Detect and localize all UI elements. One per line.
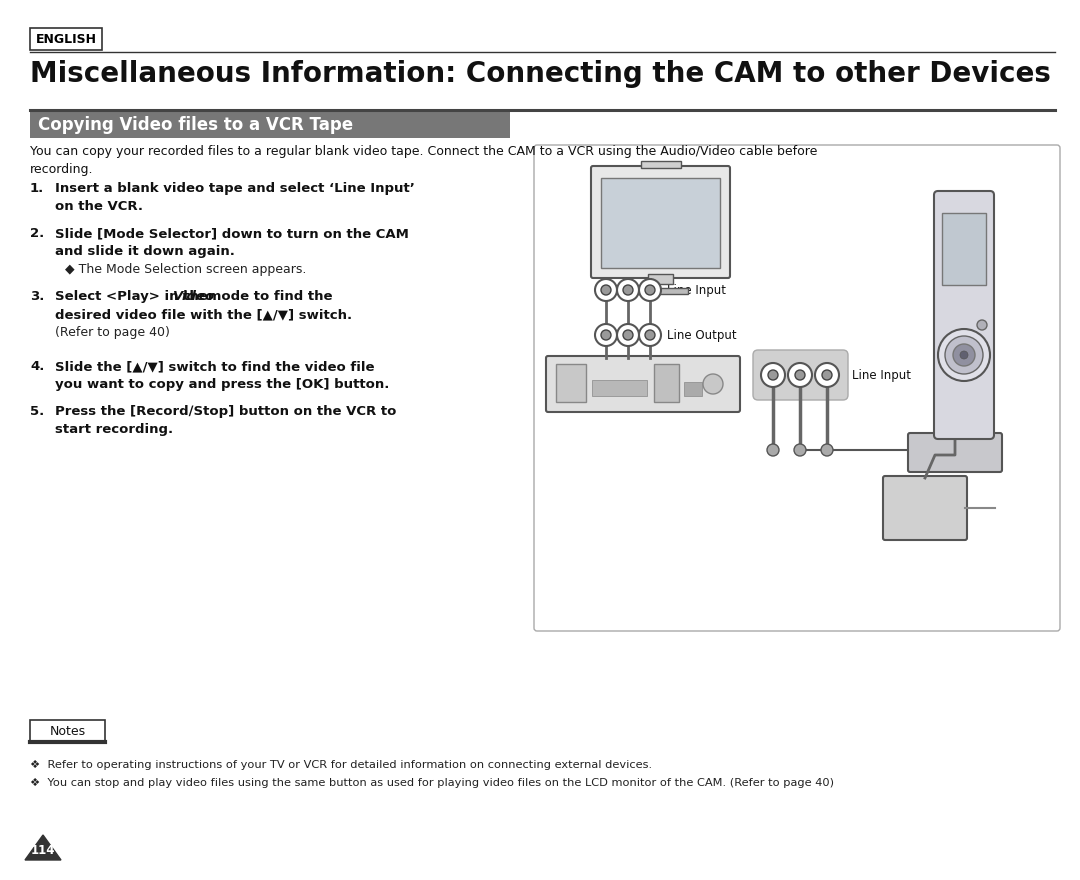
FancyBboxPatch shape — [591, 166, 730, 278]
Circle shape — [953, 344, 975, 366]
Text: Notes: Notes — [50, 724, 85, 737]
Text: ❖  Refer to operating instructions of your TV or VCR for detailed information on: ❖ Refer to operating instructions of you… — [30, 760, 652, 770]
Circle shape — [815, 363, 839, 387]
Text: Line Input: Line Input — [852, 369, 912, 382]
Circle shape — [600, 330, 611, 340]
Bar — [684, 382, 702, 396]
Circle shape — [794, 444, 806, 456]
Text: Miscellaneous Information: Connecting the CAM to other Devices: Miscellaneous Information: Connecting th… — [30, 60, 1051, 88]
Circle shape — [788, 363, 812, 387]
Text: (Refer to page 40): (Refer to page 40) — [55, 326, 170, 339]
Bar — [942, 213, 986, 285]
Text: Line Output: Line Output — [667, 328, 737, 341]
Bar — [30, 720, 105, 742]
FancyBboxPatch shape — [934, 191, 994, 439]
Bar — [556, 364, 586, 402]
Text: ❖  You can stop and play video files using the same button as used for playing v: ❖ You can stop and play video files usin… — [30, 778, 834, 788]
Text: 5.: 5. — [30, 405, 44, 418]
Circle shape — [703, 374, 723, 394]
Circle shape — [945, 336, 983, 374]
Text: Insert a blank video tape and select ‘Line Input’
on the VCR.: Insert a blank video tape and select ‘Li… — [55, 182, 415, 213]
Text: Line Input: Line Input — [667, 283, 726, 297]
Text: Video: Video — [173, 290, 215, 303]
Text: 1.: 1. — [30, 182, 44, 195]
Text: 114: 114 — [30, 844, 55, 857]
Circle shape — [761, 363, 785, 387]
Text: ◆ The Mode Selection screen appears.: ◆ The Mode Selection screen appears. — [65, 263, 307, 276]
FancyBboxPatch shape — [534, 145, 1059, 631]
Circle shape — [639, 324, 661, 346]
Text: Slide the [▲/▼] switch to find the video file
you want to copy and press the [OK: Slide the [▲/▼] switch to find the video… — [55, 360, 390, 391]
Bar — [30, 28, 102, 50]
Circle shape — [960, 351, 968, 359]
Circle shape — [600, 285, 611, 295]
Bar — [592, 380, 647, 396]
Text: 3.: 3. — [30, 290, 44, 303]
Circle shape — [617, 279, 639, 301]
Bar — [648, 274, 673, 284]
Text: 2.: 2. — [30, 227, 44, 240]
Text: mode to find the: mode to find the — [203, 290, 333, 303]
Text: 4.: 4. — [30, 360, 44, 373]
Bar — [633, 288, 688, 294]
Text: Press the [Record∕Stop] button on the VCR to
start recording.: Press the [Record∕Stop] button on the VC… — [55, 405, 396, 436]
Polygon shape — [25, 835, 60, 860]
Circle shape — [645, 330, 654, 340]
Circle shape — [595, 279, 617, 301]
Circle shape — [768, 370, 778, 380]
Bar — [600, 178, 720, 268]
Circle shape — [821, 444, 833, 456]
Circle shape — [795, 370, 805, 380]
Circle shape — [623, 285, 633, 295]
FancyBboxPatch shape — [546, 356, 740, 412]
Bar — [30, 112, 510, 138]
Circle shape — [639, 279, 661, 301]
Circle shape — [623, 330, 633, 340]
Bar — [654, 364, 679, 402]
Text: ENGLISH: ENGLISH — [36, 33, 96, 46]
Circle shape — [822, 370, 832, 380]
Circle shape — [595, 324, 617, 346]
Circle shape — [617, 324, 639, 346]
Text: You can copy your recorded files to a regular blank video tape. Connect the CAM : You can copy your recorded files to a re… — [30, 145, 818, 176]
Circle shape — [645, 285, 654, 295]
Text: Copying Video files to a VCR Tape: Copying Video files to a VCR Tape — [38, 116, 353, 134]
Circle shape — [939, 329, 990, 381]
Text: Slide [Mode Selector] down to turn on the CAM
and slide it down again.: Slide [Mode Selector] down to turn on th… — [55, 227, 409, 258]
Text: desired video file with the [▲/▼] switch.: desired video file with the [▲/▼] switch… — [55, 308, 352, 321]
FancyBboxPatch shape — [883, 476, 967, 540]
Circle shape — [977, 320, 987, 330]
Bar — [642, 161, 681, 168]
FancyBboxPatch shape — [908, 433, 1002, 472]
FancyBboxPatch shape — [753, 350, 848, 400]
Text: Select <Play> in the: Select <Play> in the — [55, 290, 213, 303]
Circle shape — [767, 444, 779, 456]
